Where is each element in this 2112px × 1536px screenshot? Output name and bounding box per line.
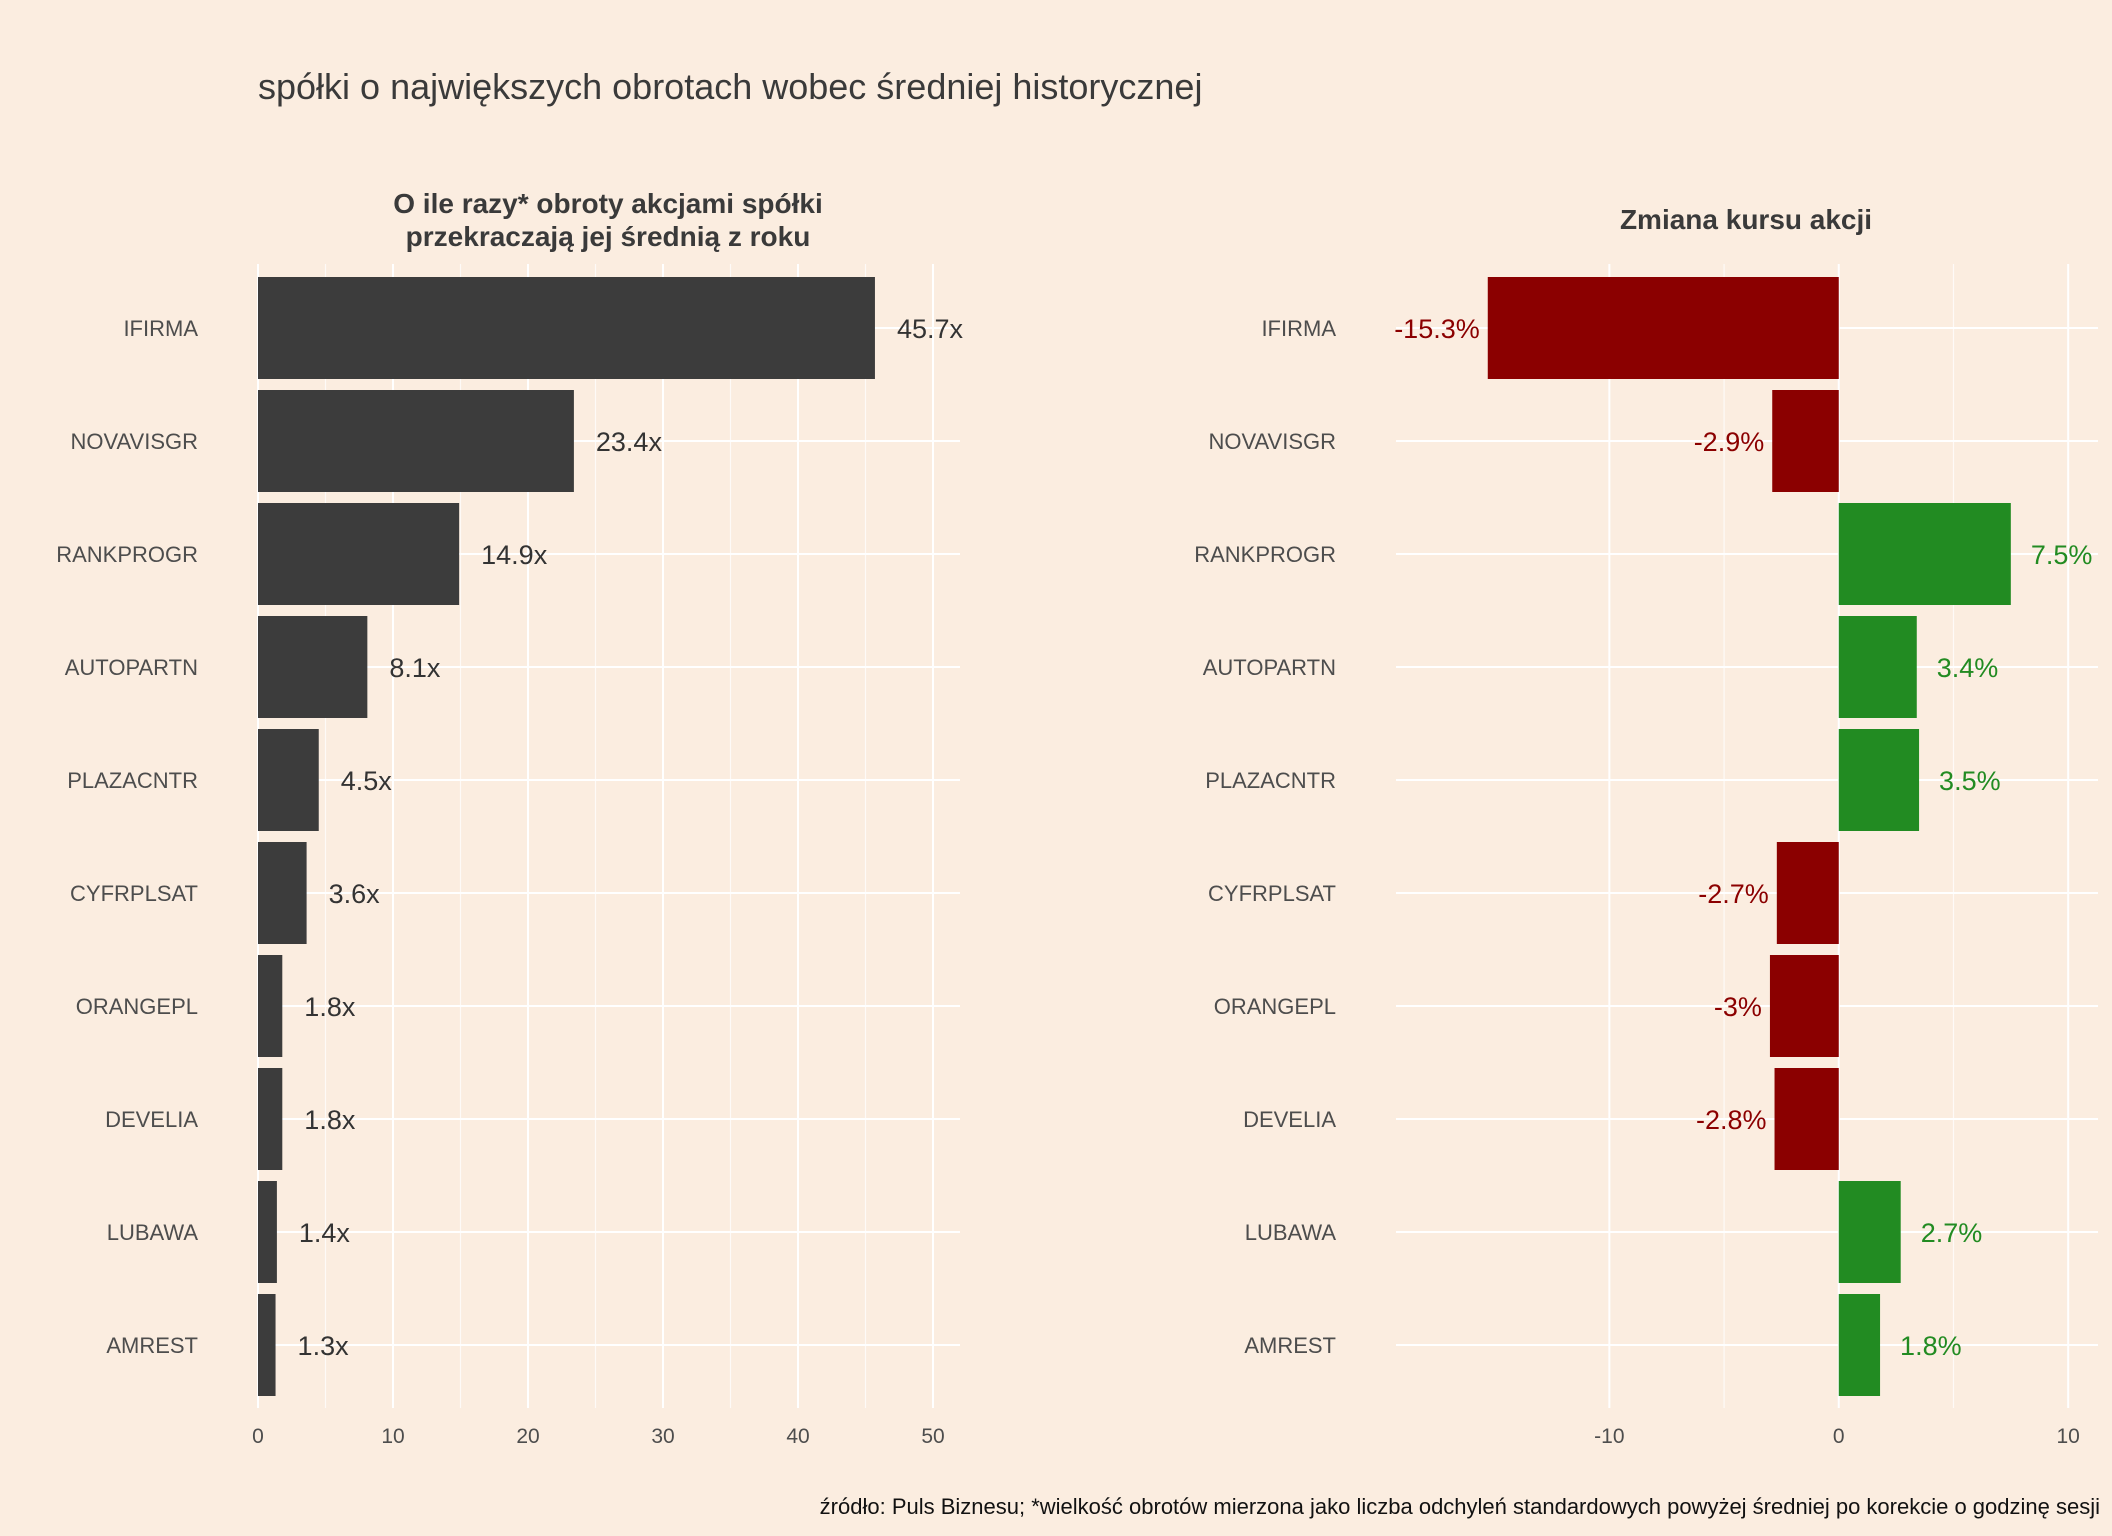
data-label: 7.5%: [2031, 540, 2093, 570]
category-label: LUBAWA: [107, 1220, 199, 1245]
panel-title: O ile razy* obroty akcjami spółki przekra…: [393, 188, 823, 252]
category-label: AMREST: [106, 1333, 198, 1358]
data-label: 1.3x: [298, 1331, 350, 1361]
bar-autopartn: [258, 616, 368, 718]
data-label: -2.8%: [1696, 1105, 1767, 1135]
panel-title: Zmiana kursu akcji: [1620, 204, 1872, 235]
data-label: 1.8x: [304, 992, 356, 1022]
category-label: LUBAWA: [1245, 1220, 1337, 1245]
bar-novavisgr: [258, 390, 574, 492]
category-label: PLAZACNTR: [67, 768, 198, 793]
bar-ifirma: [258, 277, 875, 379]
bar-develia: [1774, 1068, 1839, 1170]
category-label: PLAZACNTR: [1205, 768, 1336, 793]
panel-price-change: Zmiana kursu akcji -15.3% IFIRMA -2.9% NOVAV…: [1194, 204, 2098, 1448]
category-label: IFIRMA: [1261, 316, 1336, 341]
category-label: CYFRPLSAT: [70, 881, 198, 906]
x-tick-label: 40: [786, 1425, 809, 1448]
data-label: 4.5x: [341, 766, 393, 796]
category-label: DEVELIA: [1243, 1107, 1336, 1132]
bar-develia: [258, 1068, 283, 1170]
data-label: -2.7%: [1698, 879, 1769, 909]
bar-plazacntr: [1838, 729, 1920, 831]
page-title: spółki o największych obrotach wobec śre…: [258, 66, 1203, 107]
data-label: 3.5%: [1939, 766, 2001, 796]
bar-lubawa: [1838, 1181, 1901, 1283]
x-tick-label: 0: [252, 1425, 264, 1448]
data-label: 23.4x: [596, 427, 663, 457]
x-tick-label: 0: [1833, 1425, 1845, 1448]
data-label: 1.8%: [1900, 1331, 1962, 1361]
panel-title-line: O ile razy* obroty akcjami spółki: [393, 188, 823, 219]
panel-title-line: Zmiana kursu akcji: [1620, 204, 1872, 235]
data-label: 14.9x: [481, 540, 548, 570]
bar-orangepl: [258, 955, 283, 1057]
x-tick-label: -10: [1594, 1425, 1624, 1448]
bar-ifirma: [1487, 277, 1839, 379]
category-label: ORANGEPL: [1214, 994, 1336, 1019]
category-label: AMREST: [1244, 1333, 1336, 1358]
bar-rankprogr: [258, 503, 460, 605]
x-tick-label: 20: [516, 1425, 539, 1448]
data-label: 3.4%: [1937, 653, 1999, 683]
data-label: 2.7%: [1921, 1218, 1983, 1248]
category-label: CYFRPLSAT: [1208, 881, 1336, 906]
panel-turnover: O ile razy* obroty akcjami spółki przekra…: [56, 188, 963, 1448]
data-label: 1.4x: [299, 1218, 351, 1248]
category-label: DEVELIA: [105, 1107, 198, 1132]
bar-lubawa: [258, 1181, 277, 1283]
bar-autopartn: [1838, 616, 1917, 718]
data-label: 1.8x: [304, 1105, 356, 1135]
bar-plazacntr: [258, 729, 319, 831]
bar-rankprogr: [1838, 503, 2011, 605]
data-label: -2.9%: [1694, 427, 1765, 457]
category-label: NOVAVISGR: [70, 429, 198, 454]
x-tick-label: 10: [381, 1425, 404, 1448]
category-label: NOVAVISGR: [1208, 429, 1336, 454]
data-label: -15.3%: [1394, 314, 1480, 344]
category-label: RANKPROGR: [56, 542, 198, 567]
x-tick-label: 30: [651, 1425, 674, 1448]
panel-title-line: przekraczają jej średnią z roku: [406, 221, 811, 252]
x-tick-label: 50: [921, 1425, 944, 1448]
data-label: -3%: [1714, 992, 1762, 1022]
category-label: AUTOPARTN: [1203, 655, 1336, 680]
bar-orangepl: [1769, 955, 1839, 1057]
bar-amrest: [1838, 1294, 1881, 1396]
data-label: 3.6x: [329, 879, 381, 909]
category-label: AUTOPARTN: [65, 655, 198, 680]
bar-novavisgr: [1772, 390, 1839, 492]
category-label: IFIRMA: [123, 316, 198, 341]
bar-cyfrplsat: [258, 842, 307, 944]
bar-cyfrplsat: [1776, 842, 1839, 944]
data-label: 8.1x: [389, 653, 441, 683]
source-note: źródło: Puls Biznesu; *wielkość obrotów …: [819, 1494, 2100, 1519]
category-label: ORANGEPL: [76, 994, 198, 1019]
x-tick-label: 10: [2056, 1425, 2079, 1448]
category-label: RANKPROGR: [1194, 542, 1336, 567]
data-label: 45.7x: [897, 314, 964, 344]
bar-amrest: [258, 1294, 276, 1396]
